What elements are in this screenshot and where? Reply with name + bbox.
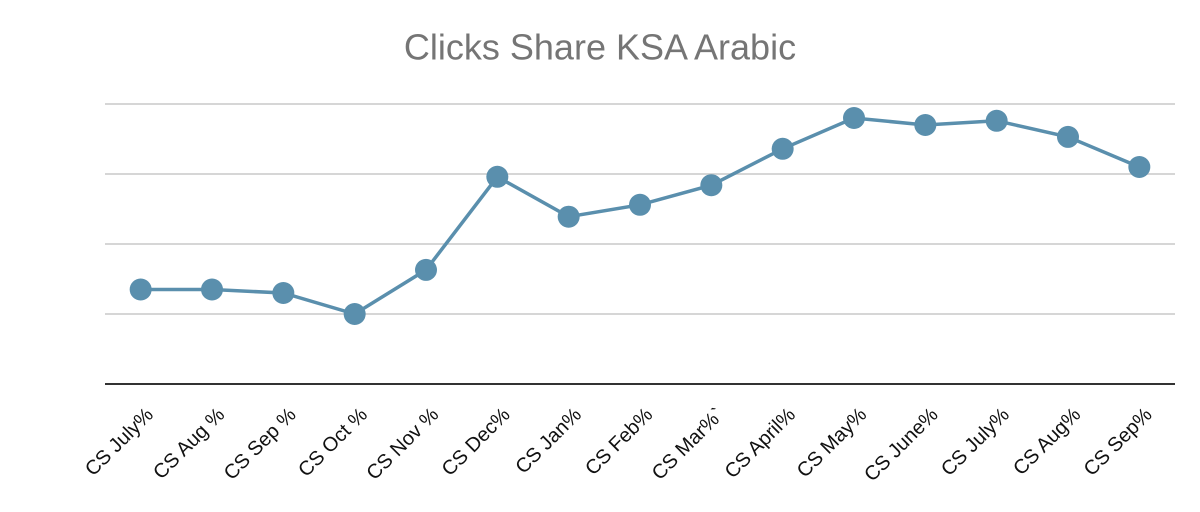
x-tick-label: CS Sep% (1080, 404, 1157, 481)
data-point (985, 109, 1008, 132)
x-tick-label: CS Aug% (1009, 404, 1085, 480)
data-point (1057, 125, 1079, 148)
data-point (415, 258, 437, 281)
x-tick-label: CS July% (937, 404, 1014, 481)
x-tick-label: CS July% (81, 404, 158, 481)
x-tick-label: CS Dec% (438, 404, 515, 481)
x-tick-label: CS Oct % (294, 404, 372, 482)
chart-title: Clicks Share KSA Arabic (404, 27, 796, 68)
data-point (486, 165, 509, 188)
x-tick-label: CS April% (721, 404, 800, 483)
x-tick-label: CS Sep % (220, 404, 301, 485)
data-point (272, 282, 295, 304)
data-point (700, 174, 723, 197)
data-point (629, 193, 651, 216)
x-tick-label: CS Feb% (581, 404, 657, 480)
data-point (343, 303, 366, 325)
x-tick-label: CS Aug % (149, 404, 229, 484)
data-point (843, 107, 865, 129)
data-point (1128, 156, 1151, 178)
data-point (201, 278, 223, 301)
x-tick-label: CS Jan% (511, 404, 586, 479)
x-tick-label: CS Nov % (362, 404, 443, 485)
data-point (914, 114, 937, 136)
data-point (771, 137, 794, 160)
series-line (140, 116, 1141, 316)
x-tick-label: CS Mar%` (648, 404, 729, 485)
data-point (129, 278, 152, 301)
x-tick-label: CS June% (860, 404, 943, 487)
data-point (557, 205, 580, 228)
